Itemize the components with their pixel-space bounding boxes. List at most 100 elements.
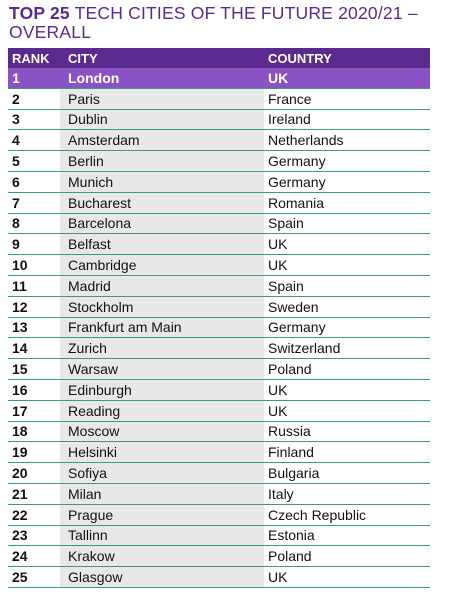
title-text: TECH CITIES OF THE FUTURE 2020/21 – OVER…: [9, 3, 418, 42]
table-row: 20 Sofiya Bulgaria: [8, 462, 430, 484]
city-cell: Moscow: [60, 421, 264, 443]
city-cell: Paris: [60, 88, 264, 110]
header-row: RANK CITY COUNTRY: [8, 48, 430, 68]
country-cell: Netherlands: [264, 129, 430, 152]
rank-cell: 4: [8, 129, 60, 152]
table-row: 12 Stockholm Sweden: [8, 296, 430, 318]
city-cell: Reading: [60, 400, 264, 422]
country-cell: UK: [264, 68, 430, 89]
country-cell: Romania: [264, 192, 430, 214]
rank-cell: 8: [8, 213, 60, 235]
rank-cell: 9: [8, 233, 60, 256]
country-cell: Estonia: [264, 525, 430, 547]
country-cell: Switzerland: [264, 337, 430, 360]
rank-cell: 2: [8, 88, 60, 110]
country-cell: Czech Republic: [264, 504, 430, 526]
city-cell: Dublin: [60, 109, 264, 131]
country-cell: Germany: [264, 171, 430, 193]
country-cell: Bulgaria: [264, 462, 430, 484]
country-cell: Ireland: [264, 109, 430, 131]
country-cell: Russia: [264, 421, 430, 443]
rank-cell: 18: [8, 421, 60, 443]
table-row: 8 Barcelona Spain: [8, 213, 430, 235]
table-row: 23 Tallinn Estonia: [8, 525, 430, 547]
table-row: 22 Prague Czech Republic: [8, 504, 430, 526]
table-row: 11 Madrid Spain: [8, 275, 430, 297]
country-cell: Finland: [264, 441, 430, 464]
rank-cell: 14: [8, 337, 60, 360]
city-cell: Edinburgh: [60, 379, 264, 401]
country-cell: Poland: [264, 358, 430, 380]
rank-cell: 17: [8, 400, 60, 422]
title-bold: TOP 25: [9, 3, 70, 23]
rank-cell: 23: [8, 525, 60, 547]
city-cell: Amsterdam: [60, 129, 264, 152]
table-row: 21 Milan Italy: [8, 483, 430, 505]
city-cell: Munich: [60, 171, 264, 193]
country-cell: Italy: [264, 483, 430, 505]
rank-cell: 16: [8, 379, 60, 401]
table-row: 3 Dublin Ireland: [8, 109, 430, 131]
table-row: 9 Belfast UK: [8, 233, 430, 256]
city-cell: Helsinki: [60, 441, 264, 464]
country-cell: France: [264, 88, 430, 110]
country-cell: UK: [264, 233, 430, 256]
table-row: 1 London UK: [8, 68, 430, 89]
city-cell: Berlin: [60, 150, 264, 172]
city-cell: Glasgow: [60, 566, 264, 588]
table-row: 2 Paris France: [8, 88, 430, 110]
rank-cell: 21: [8, 483, 60, 505]
column-header: RANK: [8, 48, 60, 68]
country-cell: UK: [264, 254, 430, 276]
rank-cell: 19: [8, 441, 60, 464]
table-row: 13 Frankfurt am Main Germany: [8, 317, 430, 339]
table-row: 18 Moscow Russia: [8, 421, 430, 443]
column-header: COUNTRY: [264, 48, 430, 68]
city-cell: Sofiya: [60, 462, 264, 484]
country-cell: Spain: [264, 213, 430, 235]
rank-cell: 25: [8, 566, 60, 588]
country-cell: Spain: [264, 275, 430, 297]
country-cell: Poland: [264, 545, 430, 568]
country-cell: Sweden: [264, 296, 430, 318]
city-cell: Frankfurt am Main: [60, 317, 264, 339]
city-cell: Milan: [60, 483, 264, 505]
rank-cell: 3: [8, 109, 60, 131]
city-cell: Prague: [60, 504, 264, 526]
rank-cell: 5: [8, 150, 60, 172]
city-cell: Bucharest: [60, 192, 264, 214]
city-cell: Barcelona: [60, 213, 264, 235]
table-row: 4 Amsterdam Netherlands: [8, 129, 430, 152]
table-row: 10 Cambridge UK: [8, 254, 430, 276]
ranking-table: RANK CITY COUNTRY 1 London UK 2 Paris France 3…: [8, 48, 430, 588]
table-row: 14 Zurich Switzerland: [8, 337, 430, 360]
rank-cell: 10: [8, 254, 60, 276]
table-row: 19 Helsinki Finland: [8, 441, 430, 464]
rank-cell: 6: [8, 171, 60, 193]
rank-cell: 24: [8, 545, 60, 568]
rank-cell: 13: [8, 317, 60, 339]
city-cell: Warsaw: [60, 358, 264, 380]
city-cell: Belfast: [60, 233, 264, 256]
rank-cell: 11: [8, 275, 60, 297]
table-row: 16 Edinburgh UK: [8, 379, 430, 401]
city-cell: Stockholm: [60, 296, 264, 318]
city-cell: London: [60, 68, 264, 89]
title: TOP 25 TECH CITIES OF THE FUTURE 2020/21…: [9, 4, 429, 42]
country-cell: Germany: [264, 317, 430, 339]
city-cell: Krakow: [60, 545, 264, 568]
city-cell: Madrid: [60, 275, 264, 297]
table-body: 1 London UK 2 Paris France 3 Dublin Ireland 4 Amst…: [8, 68, 430, 588]
table-row: 17 Reading UK: [8, 400, 430, 422]
city-cell: Zurich: [60, 337, 264, 360]
country-cell: UK: [264, 379, 430, 401]
country-cell: Germany: [264, 150, 430, 172]
rank-cell: 15: [8, 358, 60, 380]
rank-cell: 12: [8, 296, 60, 318]
rank-cell: 1: [8, 68, 60, 89]
city-cell: Tallinn: [60, 525, 264, 547]
table-row: 24 Krakow Poland: [8, 545, 430, 568]
table-row: 7 Bucharest Romania: [8, 192, 430, 214]
table-row: 6 Munich Germany: [8, 171, 430, 193]
table-row: 25 Glasgow UK: [8, 566, 430, 588]
